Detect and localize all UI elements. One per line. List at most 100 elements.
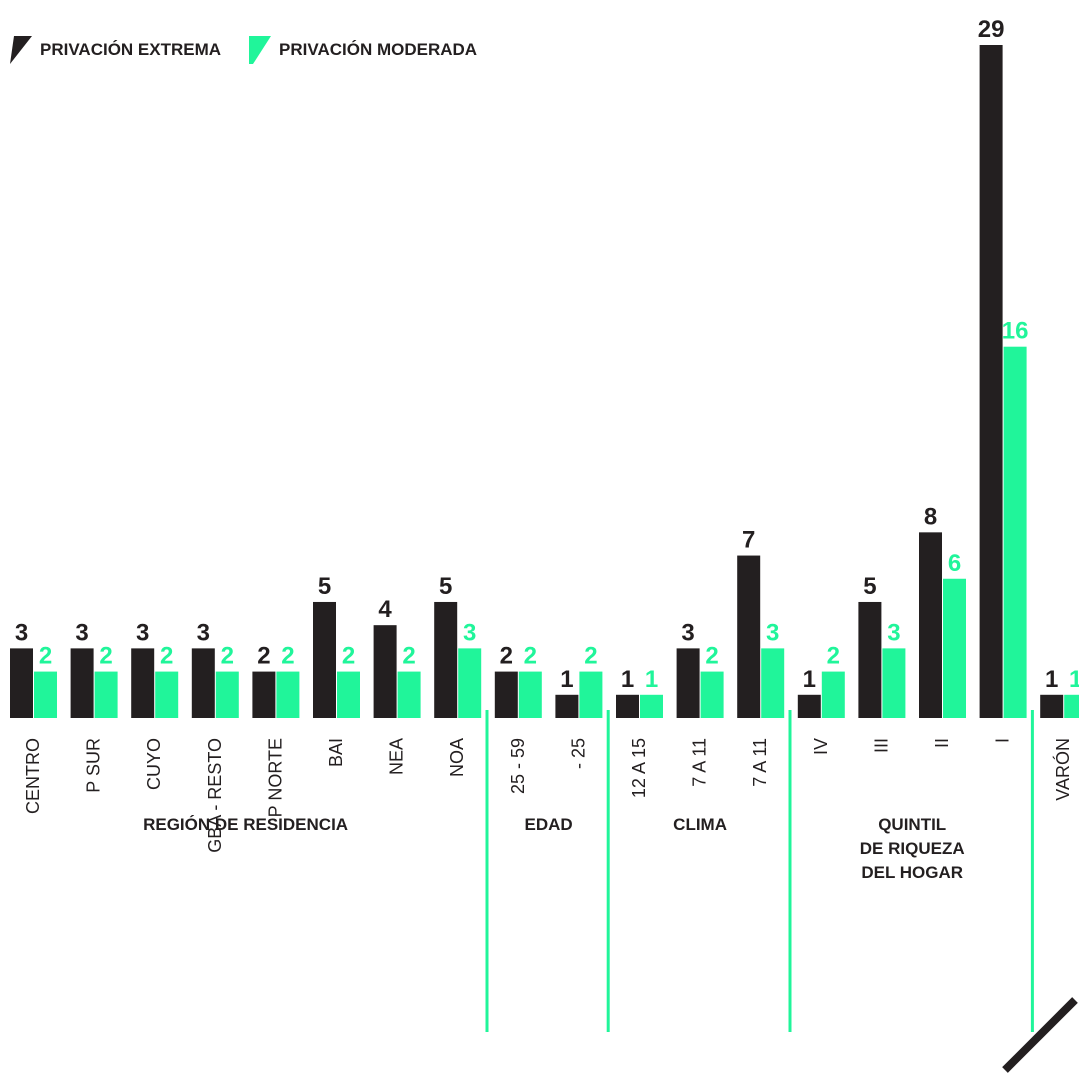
- category-label: P SUR: [84, 738, 104, 793]
- group-label: QUINTIL: [878, 815, 946, 834]
- data-label-moderada: 3: [463, 619, 476, 646]
- category-label: - 25: [568, 738, 588, 769]
- group-label: CLIMA: [673, 815, 727, 834]
- bar-extrema: [919, 532, 942, 718]
- bar-extrema: [616, 694, 639, 718]
- category-label: 7 A 11: [690, 738, 710, 787]
- bar-moderada: [215, 671, 239, 718]
- data-label-extrema: 2: [500, 643, 513, 670]
- bar-extrema: [434, 601, 458, 718]
- bar-moderada: [276, 671, 300, 718]
- category-label: NEA: [387, 738, 407, 775]
- data-label-moderada: 2: [524, 643, 537, 670]
- data-label-extrema: 3: [15, 619, 28, 646]
- bar-moderada: [821, 671, 845, 718]
- data-label-moderada: 2: [281, 643, 294, 670]
- bar-moderada: [579, 671, 603, 718]
- bar-extrema: [737, 555, 761, 718]
- data-label-extrema: 5: [439, 573, 452, 600]
- legend-swatch-extrema-icon: [10, 36, 32, 64]
- data-label-moderada: 2: [39, 643, 52, 670]
- data-label-extrema: 1: [803, 666, 816, 693]
- category-label: 25 - 59: [508, 738, 528, 794]
- bar-moderada: [640, 694, 663, 718]
- group-label: REGIÓN DE RESIDENCIA: [143, 815, 348, 834]
- data-label-extrema: 1: [621, 666, 634, 693]
- bar-moderada: [458, 648, 482, 718]
- group-separator: [788, 710, 792, 1032]
- category-label: CUYO: [144, 738, 164, 790]
- group-separator: [1030, 710, 1034, 1032]
- bar-extrema: [1040, 694, 1064, 718]
- bar-moderada: [700, 671, 724, 718]
- data-label-moderada: 1: [1069, 666, 1079, 693]
- data-label-moderada: 6: [948, 550, 961, 577]
- data-label-extrema: 3: [136, 619, 149, 646]
- bar-extrema: [10, 648, 33, 718]
- data-label-moderada: 3: [887, 619, 900, 646]
- bar-extrema: [494, 671, 518, 718]
- group-label: DEL HOGAR: [861, 863, 963, 882]
- data-label-moderada: 1: [645, 666, 658, 693]
- bar-moderada: [1064, 694, 1079, 718]
- data-label-extrema: 5: [863, 573, 876, 600]
- data-label-extrema: 29: [978, 16, 1005, 43]
- legend-item-extrema: PRIVACIÓN EXTREMA: [10, 36, 221, 64]
- data-label-extrema: 3: [197, 619, 210, 646]
- category-label: CENTRO: [23, 738, 43, 814]
- bar-extrema: [858, 601, 882, 718]
- data-label-moderada: 2: [99, 643, 112, 670]
- data-label-moderada: 2: [342, 643, 355, 670]
- data-label-moderada: 2: [160, 643, 173, 670]
- category-label: II: [932, 738, 952, 748]
- data-label-moderada: 2: [705, 643, 718, 670]
- bar-moderada: [882, 648, 906, 718]
- group-separator: [606, 710, 610, 1032]
- data-label-extrema: 8: [924, 503, 937, 530]
- bar-extrema: [252, 671, 276, 718]
- data-label-moderada: 2: [827, 643, 840, 670]
- bar-extrema: [70, 648, 94, 718]
- bar-extrema: [313, 601, 336, 718]
- category-label: NOA: [447, 738, 467, 777]
- bar-moderada: [943, 578, 966, 718]
- data-label-extrema: 4: [378, 596, 392, 623]
- legend: PRIVACIÓN EXTREMA PRIVACIÓN MODERADA: [10, 36, 505, 64]
- legend-swatch-moderada-icon: [249, 36, 272, 64]
- data-label-extrema: 3: [681, 619, 694, 646]
- category-label: BAI: [326, 738, 346, 767]
- legend-label-moderada: PRIVACIÓN MODERADA: [279, 40, 478, 59]
- category-label: VARÓN: [1052, 738, 1073, 801]
- bar-moderada: [155, 671, 179, 718]
- legend-label-extrema: PRIVACIÓN EXTREMA: [40, 40, 222, 59]
- category-label: III: [871, 738, 891, 753]
- category-label: 7 A 11: [750, 738, 770, 787]
- group-label: DE RIQUEZA: [860, 839, 965, 858]
- bar-moderada: [1003, 346, 1027, 718]
- bar-extrema: [555, 694, 579, 718]
- bar-extrema: [979, 45, 1003, 718]
- bar-extrema: [191, 648, 215, 718]
- bar-extrema: [131, 648, 155, 718]
- bar-moderada: [337, 671, 360, 718]
- data-label-moderada: 2: [402, 643, 415, 670]
- bar-moderada: [761, 648, 785, 718]
- data-label-extrema: 5: [318, 573, 331, 600]
- group-separator: [485, 710, 489, 1032]
- data-label-extrema: 1: [560, 666, 573, 693]
- data-label-extrema: 1: [1045, 666, 1058, 693]
- data-label-extrema: 7: [742, 527, 755, 554]
- bar-extrema: [676, 648, 700, 718]
- bar-moderada: [518, 671, 542, 718]
- category-label: P NORTE: [265, 738, 285, 817]
- bar-extrema: [797, 694, 821, 718]
- category-label: 12 A 15: [629, 738, 649, 798]
- bar-moderada: [94, 671, 118, 718]
- axis-break-mark: [1002, 997, 1078, 1073]
- bar-extrema: [373, 625, 397, 718]
- legend-item-moderada: PRIVACIÓN MODERADA: [249, 36, 477, 64]
- bar-moderada: [34, 671, 57, 718]
- data-label-moderada: 3: [766, 619, 779, 646]
- data-label-extrema: 2: [257, 643, 270, 670]
